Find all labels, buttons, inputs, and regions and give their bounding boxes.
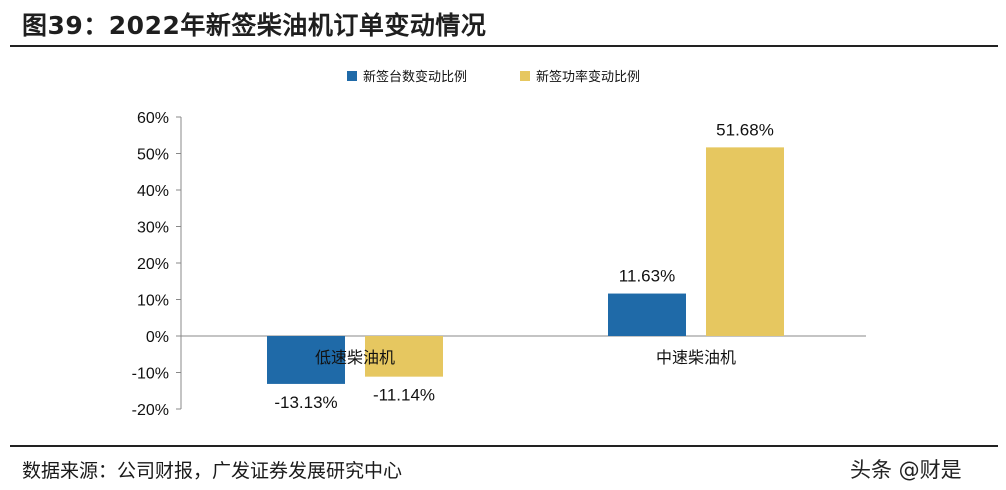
bar xyxy=(706,147,784,336)
y-tick-label: 30% xyxy=(137,220,169,237)
page-title: 图39：2022年新签柴油机订单变动情况 xyxy=(22,11,487,40)
data-label: 51.68% xyxy=(716,120,774,139)
source-note: 数据来源：公司财报，广发证券发展研究中心 xyxy=(22,460,403,482)
bar-chart: 新签台数变动比例 新签功率变动比例 60% 50% 40% 30% 20% 10% 0% -10… xyxy=(132,69,866,419)
y-tick-label: 20% xyxy=(137,256,169,273)
legend-label: 新签台数变动比例 xyxy=(363,69,467,85)
legend-label: 新签功率变动比例 xyxy=(536,69,640,85)
data-labels: -13.13% 11.63% -11.14% 51.68% xyxy=(274,120,774,412)
y-tick-label: 60% xyxy=(137,110,169,127)
data-label: 11.63% xyxy=(619,267,675,286)
data-label: -11.14% xyxy=(373,386,435,405)
x-category-label: 中速柴油机 xyxy=(656,348,736,367)
legend-swatch xyxy=(347,71,357,81)
y-tick-label: 0% xyxy=(146,329,169,346)
y-tick-label: -10% xyxy=(132,366,169,383)
data-label: -13.13% xyxy=(274,393,337,412)
y-tick-label: 50% xyxy=(137,147,169,164)
chart-legend: 新签台数变动比例 新签功率变动比例 xyxy=(347,69,640,85)
category-labels: 低速柴油机 中速柴油机 xyxy=(315,348,736,367)
bar xyxy=(267,336,345,384)
bar xyxy=(608,293,686,336)
watermark: 头条 @财是 xyxy=(850,458,962,482)
footer-divider xyxy=(10,445,998,447)
y-tick-label: 10% xyxy=(137,293,169,310)
y-tick-label: -20% xyxy=(132,402,169,419)
y-tick-label: 40% xyxy=(137,183,169,200)
bars-group xyxy=(267,147,784,384)
title-divider xyxy=(10,45,998,47)
bar xyxy=(365,336,443,377)
x-category-label: 低速柴油机 xyxy=(315,348,395,367)
legend-swatch xyxy=(520,71,530,81)
